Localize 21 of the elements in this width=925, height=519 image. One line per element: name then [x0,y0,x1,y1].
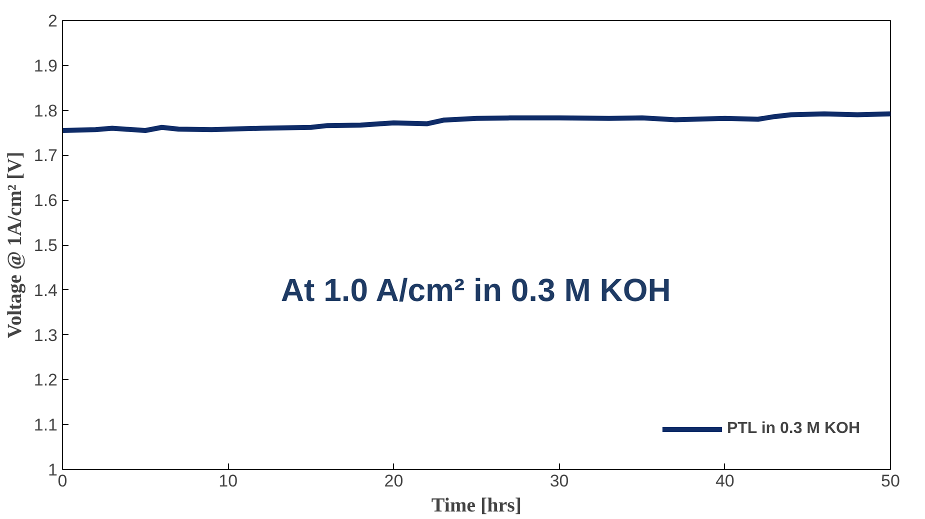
x-tick-label: 30 [550,472,569,490]
y-tick-label: 1.6 [34,191,58,210]
y-tick-label: 1.9 [34,56,58,76]
annotation: At 1.0 A/cm² in 0.3 M KOH [280,272,671,308]
x-tick-label: 20 [384,472,404,490]
y-tick-label: 1.3 [34,326,58,345]
y-tick-label: 1.2 [34,370,58,390]
y-tick-label: 1.8 [34,101,58,120]
y-tick-label: 1.5 [34,236,58,255]
x-tick-label: 40 [715,472,734,490]
x-tick-label: 10 [218,472,238,490]
y-tick-label: 2 [48,12,58,30]
y-axis-title: Voltage @ 1A/cm² [V] [4,152,26,338]
x-tick-label: 0 [58,472,68,490]
y-tick-label: 1.4 [34,280,58,300]
legend-label: PTL in 0.3 M KOH [726,420,860,438]
y-tick-label: 1.1 [34,416,58,435]
x-tick-label: 50 [881,472,900,490]
y-tick-label: 1.7 [34,146,58,166]
x-axis-title: Time [hrs] [431,494,522,516]
y-tick-label: 1 [48,460,58,480]
